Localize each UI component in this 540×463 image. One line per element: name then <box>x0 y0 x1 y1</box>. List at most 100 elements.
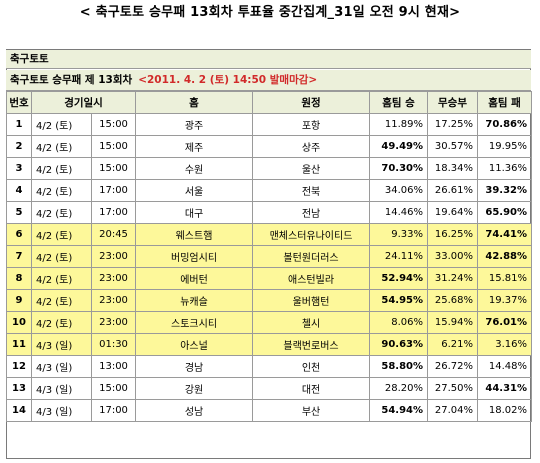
table-row: 7 4/2 (토) 23:00 버밍엄시티 볼턴원더러스 24.11% 33.00% 42.8… <box>6 245 533 268</box>
table-row: 14 4/3 (일) 17:00 성남 부산 54.94% 27.04% 18.02% <box>6 399 533 422</box>
home-team: 수원 <box>135 157 254 180</box>
row-number: 6 <box>6 223 32 246</box>
home-team: 대구 <box>135 201 254 224</box>
draw-rate: 26.72% <box>427 355 479 378</box>
table-row: 11 4/3 (일) 01:30 아스널 블랙번로버스 90.63% 6.21% 3.16% <box>6 333 533 356</box>
table-body: 1 4/2 (토) 15:00 광주 포항 11.89% 17.25% 70.86% 2 4/2 … <box>6 113 533 422</box>
draw-rate: 17.25% <box>427 113 479 136</box>
row-number: 13 <box>6 377 32 400</box>
match-time: 23:00 <box>90 311 137 334</box>
match-time: 17:00 <box>90 201 137 224</box>
deadline-text: <2011. 4. 2 (토) 14:50 발매마감> <box>138 74 318 86</box>
away-team: 인천 <box>252 355 371 378</box>
away-team: 울버햄턴 <box>252 289 371 312</box>
home-team: 강원 <box>135 377 254 400</box>
home-win-rate: 28.20% <box>369 377 429 400</box>
home-win-rate: 58.80% <box>369 355 429 378</box>
home-loss-rate: 18.02% <box>477 399 533 422</box>
match-time: 15:00 <box>90 135 137 158</box>
away-team: 첼시 <box>252 311 371 334</box>
home-win-rate: 8.06% <box>369 311 429 334</box>
home-loss-rate: 65.90% <box>477 201 533 224</box>
header-row: 번호 경기일시 홈 원정 홈팀 승 무승부 홈팀 패 <box>6 91 533 114</box>
home-win-rate: 90.63% <box>369 333 429 356</box>
match-date: 4/3 (일) <box>31 377 92 400</box>
home-win-rate: 24.11% <box>369 245 429 268</box>
home-loss-rate: 74.41% <box>477 223 533 246</box>
table-row: 1 4/2 (토) 15:00 광주 포항 11.89% 17.25% 70.86% <box>6 113 533 136</box>
home-team: 서울 <box>135 179 254 202</box>
table-row: 12 4/3 (일) 13:00 경남 인천 58.80% 26.72% 14.48% <box>6 355 533 378</box>
match-time: 17:00 <box>90 399 137 422</box>
table-row: 4 4/2 (토) 17:00 서울 전북 34.06% 26.61% 39.32% <box>6 179 533 202</box>
away-team: 울산 <box>252 157 371 180</box>
row-number: 2 <box>6 135 32 158</box>
section-label: 축구토토 <box>6 50 531 69</box>
row-number: 7 <box>6 245 32 268</box>
match-time: 01:30 <box>90 333 137 356</box>
home-win-rate: 14.46% <box>369 201 429 224</box>
header-no: 번호 <box>6 91 32 114</box>
row-number: 9 <box>6 289 32 312</box>
home-loss-rate: 42.88% <box>477 245 533 268</box>
table-row: 8 4/2 (토) 23:00 에버턴 애스턴빌라 52.94% 31.24% 15.81% <box>6 267 533 290</box>
away-team: 블랙번로버스 <box>252 333 371 356</box>
match-date: 4/3 (일) <box>31 399 92 422</box>
away-team: 볼턴원더러스 <box>252 245 371 268</box>
match-date: 4/2 (토) <box>31 179 92 202</box>
row-number: 10 <box>6 311 32 334</box>
match-time: 23:00 <box>90 245 137 268</box>
match-date: 4/3 (일) <box>31 355 92 378</box>
match-time: 15:00 <box>90 157 137 180</box>
match-date: 4/2 (토) <box>31 135 92 158</box>
home-team: 에버턴 <box>135 267 254 290</box>
row-number: 8 <box>6 267 32 290</box>
away-team: 대전 <box>252 377 371 400</box>
table-row: 3 4/2 (토) 15:00 수원 울산 70.30% 18.34% 11.36% <box>6 157 533 180</box>
home-team: 제주 <box>135 135 254 158</box>
row-number: 12 <box>6 355 32 378</box>
vote-rate-table: 번호 경기일시 홈 원정 홈팀 승 무승부 홈팀 패 1 4/2 (토) 15:00 광주 포항 11… <box>6 91 533 422</box>
row-number: 1 <box>6 113 32 136</box>
home-win-rate: 34.06% <box>369 179 429 202</box>
home-team: 웨스트햄 <box>135 223 254 246</box>
home-loss-rate: 44.31% <box>477 377 533 400</box>
header-home-loss: 홈팀 패 <box>477 91 533 114</box>
away-team: 맨체스터유나이티드 <box>252 223 371 246</box>
home-win-rate: 9.33% <box>369 223 429 246</box>
draw-rate: 31.24% <box>427 267 479 290</box>
header-home-win: 홈팀 승 <box>369 91 429 114</box>
home-win-rate: 11.89% <box>369 113 429 136</box>
draw-rate: 16.25% <box>427 223 479 246</box>
home-team: 버밍엄시티 <box>135 245 254 268</box>
home-win-rate: 54.94% <box>369 399 429 422</box>
home-team: 뉴캐슬 <box>135 289 254 312</box>
round-header: 축구토토 승무패 제 13회차 <2011. 4. 2 (토) 14:50 발매마… <box>6 70 531 91</box>
draw-rate: 27.04% <box>427 399 479 422</box>
header-away: 원정 <box>252 91 371 114</box>
match-time: 23:00 <box>90 267 137 290</box>
header-datetime: 경기일시 <box>30 91 137 114</box>
table-row: 6 4/2 (토) 20:45 웨스트햄 맨체스터유나이티드 9.33% 16.25% 74.… <box>6 223 533 246</box>
away-team: 포항 <box>252 113 371 136</box>
table-row: 9 4/2 (토) 23:00 뉴캐슬 울버햄턴 54.95% 25.68% 19.37% <box>6 289 533 312</box>
home-loss-rate: 11.36% <box>477 157 533 180</box>
match-time: 15:00 <box>90 377 137 400</box>
draw-rate: 26.61% <box>427 179 479 202</box>
home-team: 아스널 <box>135 333 254 356</box>
home-team: 경남 <box>135 355 254 378</box>
home-loss-rate: 70.86% <box>477 113 533 136</box>
home-loss-rate: 19.95% <box>477 135 533 158</box>
row-number: 3 <box>6 157 32 180</box>
match-time: 15:00 <box>90 113 137 136</box>
home-loss-rate: 15.81% <box>477 267 533 290</box>
match-date: 4/2 (토) <box>31 201 92 224</box>
match-date: 4/2 (토) <box>31 245 92 268</box>
round-label: 축구토토 승무패 제 13회차 <box>10 74 133 86</box>
match-date: 4/2 (토) <box>31 113 92 136</box>
table-row: 2 4/2 (토) 15:00 제주 상주 49.49% 30.57% 19.95% <box>6 135 533 158</box>
home-loss-rate: 14.48% <box>477 355 533 378</box>
page-title: < 축구토토 승무패 13회차 투표율 중간집계_31일 오전 9시 현재> <box>79 5 461 20</box>
draw-rate: 19.64% <box>427 201 479 224</box>
row-number: 14 <box>6 399 32 422</box>
